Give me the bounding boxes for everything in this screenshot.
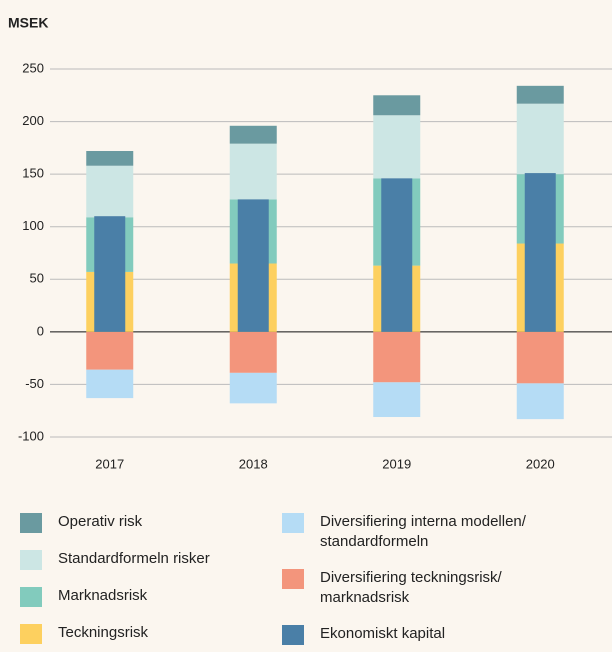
bar-segment xyxy=(373,331,421,383)
legend-item: Operativ risk xyxy=(20,512,313,533)
x-tick-label: 2018 xyxy=(239,456,268,471)
overlay-bar xyxy=(94,216,126,332)
bar-segment xyxy=(229,143,277,200)
y-tick-label: -50 xyxy=(25,376,44,391)
bar-segment xyxy=(229,372,277,404)
bar-segment xyxy=(86,151,134,166)
bar-segment xyxy=(516,331,564,384)
legend-item: Diversifiering interna modellen/ standar… xyxy=(282,512,575,552)
legend-label: Standardformeln risker xyxy=(58,550,210,567)
legend-item: Ekonomiskt kapital xyxy=(282,624,575,645)
legend-item: Marknadsrisk xyxy=(20,586,313,607)
legend-label: Marknadsrisk xyxy=(58,587,148,604)
legend: Diversifiering interna modellen/ standar… xyxy=(282,512,575,652)
bar-segment xyxy=(516,383,564,420)
legend-label: Diversifiering interna modellen/ standar… xyxy=(320,513,526,550)
legend: Operativ risk Standardformeln risker Markn… xyxy=(20,512,313,652)
legend-label: Diversifiering teckningsrisk/ marknadsri… xyxy=(320,569,502,606)
y-tick-label: 150 xyxy=(22,166,44,181)
bar-segment xyxy=(373,115,421,179)
bar-segment xyxy=(373,95,421,116)
bar-segment xyxy=(373,382,421,418)
legend-swatch xyxy=(20,624,42,644)
x-tick-label: 2017 xyxy=(95,456,124,471)
legend-swatch xyxy=(282,513,304,533)
legend-swatch xyxy=(282,569,304,589)
bar-segment xyxy=(86,331,134,370)
y-tick-label: 200 xyxy=(22,113,44,128)
legend-swatch xyxy=(20,587,42,607)
legend-label: Ekonomiskt kapital xyxy=(320,625,446,642)
bar-segment xyxy=(86,369,134,399)
bar-segment xyxy=(516,85,564,104)
overlay-bar xyxy=(381,178,413,332)
legend-swatch xyxy=(20,550,42,570)
legend-swatch xyxy=(20,513,42,533)
legend-item: Diversifiering teckningsrisk/ marknadsri… xyxy=(282,568,575,608)
bar-segment xyxy=(229,125,277,144)
y-tick-label: 250 xyxy=(22,60,44,75)
x-tick-label: 2020 xyxy=(526,456,555,471)
legend-label: Teckningsrisk xyxy=(58,624,149,641)
chart-title: MSEK xyxy=(8,15,48,31)
y-tick-label: -100 xyxy=(18,428,44,443)
legend-swatch xyxy=(282,625,304,645)
y-tick-label: 50 xyxy=(30,271,44,286)
bar-segment xyxy=(229,331,277,373)
legend-item: Teckningsrisk xyxy=(20,623,313,644)
overlay-bar xyxy=(524,173,556,332)
bar-segment xyxy=(86,165,134,218)
x-tick-label: 2019 xyxy=(382,456,411,471)
legend-label: Operativ risk xyxy=(58,513,143,530)
legend-item: Standardformeln risker xyxy=(20,549,313,570)
overlay-bar xyxy=(237,199,269,332)
y-tick-label: 100 xyxy=(22,218,44,233)
chart: MSEK -100 -50 0 50 100 150 200 250 2017 2018 2019 2… xyxy=(8,15,612,471)
y-tick-label: 0 xyxy=(37,323,44,338)
bar-segment xyxy=(516,103,564,175)
